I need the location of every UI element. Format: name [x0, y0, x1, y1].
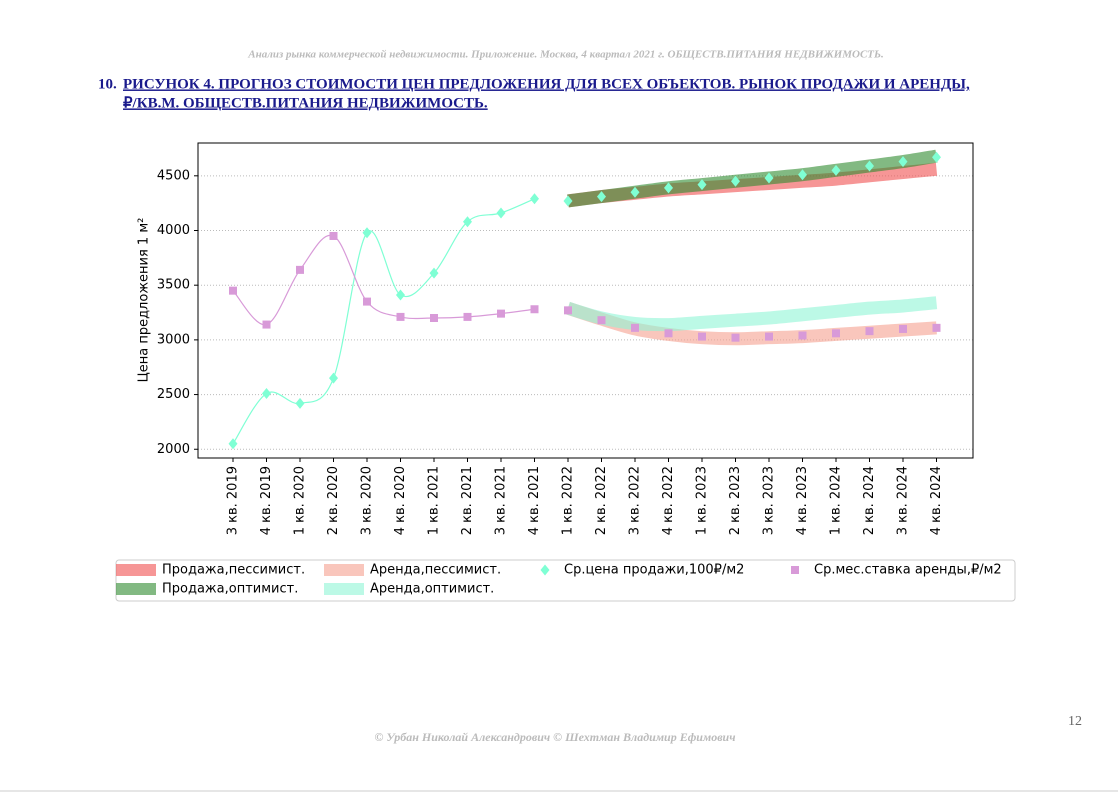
legend-label: Продажа,пессимист.	[162, 563, 305, 578]
x-tick-label: 3 кв. 2024	[896, 466, 911, 535]
x-tick-label: 3 кв. 2019	[226, 466, 241, 535]
x-tick-label: 2 кв. 2020	[326, 466, 341, 535]
x-tick-label: 3 кв. 2021	[494, 466, 509, 535]
sale-marker	[463, 216, 472, 228]
x-tick-label: 2 кв. 2023	[728, 466, 743, 535]
y-tick-label: 4000	[157, 223, 190, 238]
x-tick-label: 3 кв. 2022	[628, 466, 643, 535]
rent-marker	[631, 323, 639, 332]
rent-marker	[865, 327, 874, 336]
sale-marker	[597, 191, 606, 203]
sale-marker	[664, 182, 673, 194]
copyright: © Урбан Николай Александрович © Шехтман …	[374, 730, 735, 744]
legend-swatch	[540, 564, 550, 576]
forecast-band	[566, 296, 938, 332]
sale-marker	[764, 172, 774, 184]
history-curve	[232, 234, 535, 326]
y-tick-label: 2000	[157, 442, 190, 457]
sale-marker	[496, 207, 506, 219]
x-tick-label: 1 кв. 2024	[829, 466, 844, 535]
rent-marker	[229, 286, 237, 295]
y-tick-label: 2500	[157, 387, 190, 402]
rent-marker	[765, 332, 773, 341]
chart: 2000 2500 3000 3500 4000 4500 3 кв. 2019 4 кв. …	[157, 149, 973, 535]
sale-marker	[630, 186, 640, 198]
y-axis-label: Цена предложения 1 м²	[137, 218, 152, 383]
legend-swatch	[791, 566, 799, 574]
sale-marker	[831, 164, 841, 176]
y-tick-label: 3500	[157, 278, 190, 293]
x-tick-label: 4 кв. 2024	[929, 466, 944, 535]
rent-marker	[597, 316, 606, 325]
rent-marker	[664, 329, 673, 338]
rent-marker	[363, 297, 371, 306]
rent-marker	[262, 320, 271, 329]
legend-label: Продажа,оптимист.	[162, 582, 298, 597]
sale-marker	[396, 289, 405, 301]
rent-marker	[932, 323, 941, 332]
running-title: Анализ рынка коммерческой недвижимости. …	[247, 49, 883, 61]
legend-label: Аренда,оптимист.	[370, 582, 494, 597]
rent-marker	[430, 314, 438, 322]
x-tick-label: 1 кв. 2023	[695, 466, 710, 535]
legend-swatch	[324, 564, 364, 576]
rent-marker	[564, 306, 572, 315]
legend-swatch	[324, 583, 364, 595]
rent-marker	[899, 324, 907, 333]
sale-marker	[697, 179, 707, 191]
sale-marker	[798, 169, 807, 181]
page-number: 12	[1068, 714, 1082, 729]
legend-swatch	[116, 564, 156, 576]
legend-label: Ср.мес.ставка аренды,₽/м2	[814, 563, 1002, 578]
rent-marker	[798, 331, 807, 340]
y-tick-label: 4500	[157, 168, 190, 183]
rent-marker	[296, 265, 304, 274]
x-tick-label: 4 кв. 2019	[259, 466, 274, 535]
sale-marker	[429, 267, 439, 279]
sale-marker	[262, 387, 271, 399]
legend-swatch	[116, 583, 156, 595]
sale-marker	[865, 160, 874, 172]
x-tick-label: 3 кв. 2020	[360, 466, 375, 535]
y-tick-label: 3000	[157, 332, 190, 347]
x-tick-label: 4 кв. 2022	[661, 466, 676, 535]
sale-marker	[362, 227, 372, 239]
sale-marker	[530, 193, 539, 205]
sale-marker	[228, 438, 238, 450]
rent-marker	[497, 309, 505, 318]
x-tick-label: 1 кв. 2022	[561, 466, 576, 535]
x-tick-label: 4 кв. 2020	[393, 466, 408, 535]
sale-marker	[731, 175, 740, 187]
figure-title: РИСУНОК 4. ПРОГНОЗ СТОИМОСТИ ЦЕН ПРЕДЛОЖ…	[123, 76, 970, 92]
rent-marker	[463, 312, 472, 321]
rent-marker	[698, 332, 706, 341]
rent-marker	[329, 231, 338, 240]
section-number: 10.	[98, 76, 117, 92]
legend-label: Ср.цена продажи,100₽/м2	[564, 563, 744, 578]
x-tick-label: 1 кв. 2021	[427, 466, 442, 535]
sale-marker	[295, 397, 305, 409]
sale-marker	[898, 156, 908, 168]
rent-marker	[530, 305, 539, 314]
legend-label: Аренда,пессимист.	[370, 563, 501, 578]
rent-marker	[731, 333, 740, 342]
x-tick-label: 4 кв. 2023	[795, 466, 810, 535]
figure-title: ₽/КВ.М. ОБЩЕСТВ.ПИТАНИЯ НЕДВИЖИМОСТЬ.	[123, 95, 488, 111]
sale-marker	[932, 151, 941, 163]
x-tick-label: 2 кв. 2024	[862, 466, 877, 535]
x-tick-label: 2 кв. 2022	[594, 466, 609, 535]
x-tick-label: 3 кв. 2023	[762, 466, 777, 535]
sale-marker	[563, 195, 573, 207]
sale-marker	[329, 372, 338, 384]
rent-marker	[832, 329, 840, 338]
rent-marker	[396, 312, 405, 321]
x-tick-label: 2 кв. 2021	[460, 466, 475, 535]
x-tick-label: 4 кв. 2021	[527, 466, 542, 535]
history-curve	[232, 198, 535, 445]
plot-frame	[197, 142, 974, 459]
x-tick-label: 1 кв. 2020	[293, 466, 308, 535]
